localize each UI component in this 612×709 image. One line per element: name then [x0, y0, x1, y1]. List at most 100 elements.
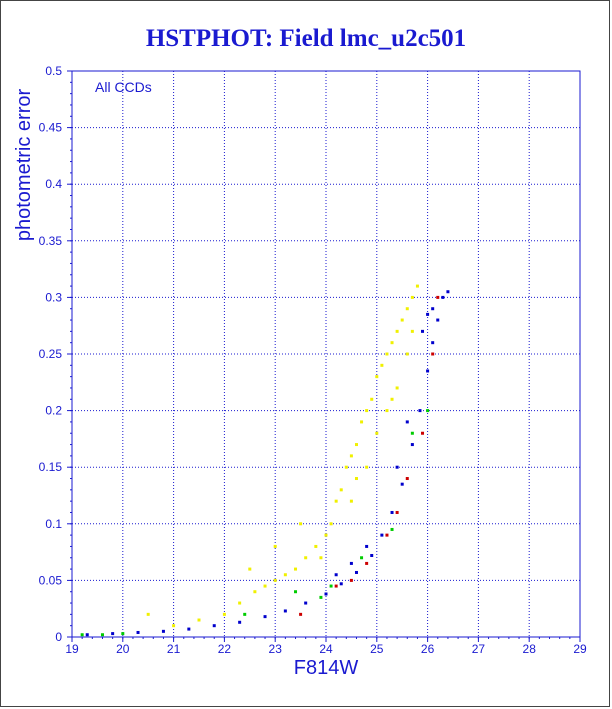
data-point [283, 573, 287, 577]
annotation-all-ccds: All CCDs [95, 79, 152, 95]
data-point [136, 630, 140, 634]
data-point [324, 592, 328, 596]
data-point [339, 488, 343, 492]
data-point [365, 561, 369, 565]
data-point [405, 420, 409, 424]
data-point [365, 544, 369, 548]
data-point [395, 465, 399, 469]
data-point [349, 454, 353, 458]
data-point [365, 465, 369, 469]
data-point [222, 612, 226, 616]
data-point [375, 375, 379, 379]
plot-border [71, 70, 581, 638]
data-point [334, 573, 338, 577]
axes [67, 70, 581, 642]
data-point [370, 397, 374, 401]
data-point [354, 570, 358, 574]
data-point [304, 556, 308, 560]
data-point [426, 312, 430, 316]
data-point [339, 582, 343, 586]
y-axis-label: photometric error [13, 89, 35, 242]
data-point [390, 341, 394, 345]
data-point [263, 584, 267, 588]
x-tick-label: 22 [218, 642, 232, 656]
data-point [365, 409, 369, 413]
data-point [421, 329, 425, 333]
data-point [319, 556, 323, 560]
data-point [238, 620, 242, 624]
data-point [390, 510, 394, 514]
y-tick-label: 0.05 [39, 573, 63, 587]
data-point [385, 352, 389, 356]
x-tick-label: 24 [319, 642, 333, 656]
data-point [405, 477, 409, 481]
data-point [304, 601, 308, 605]
data-point [354, 477, 358, 481]
x-tick-label: 23 [269, 642, 283, 656]
data-point [415, 284, 419, 288]
grid-lines [72, 71, 580, 637]
x-tick-label: 28 [523, 642, 537, 656]
data-point [212, 624, 216, 628]
y-tick-label: 0.25 [39, 347, 63, 361]
data-point [294, 590, 298, 594]
x-tick-label: 20 [116, 642, 130, 656]
data-point [421, 431, 425, 435]
data-point [344, 465, 348, 469]
data-point [354, 443, 358, 447]
data-point [390, 397, 394, 401]
data-point [436, 295, 440, 299]
x-axis-label: F814W [294, 657, 359, 679]
data-point [100, 633, 104, 637]
data-point [299, 612, 303, 616]
data-point [329, 584, 333, 588]
data-point [329, 522, 333, 526]
y-tick-label: 0.35 [39, 234, 63, 248]
data-point [273, 578, 277, 582]
data-point [283, 609, 287, 613]
x-tick-label: 21 [167, 642, 181, 656]
data-point [238, 601, 242, 605]
data-point [121, 632, 125, 636]
data-point [146, 612, 150, 616]
data-point [349, 578, 353, 582]
y-tick-label: 0.3 [45, 290, 62, 304]
data-point [263, 615, 267, 619]
x-tick-label: 29 [573, 642, 587, 656]
x-tick-label: 19 [65, 642, 79, 656]
data-point [431, 352, 435, 356]
data-point [243, 612, 247, 616]
data-point [446, 290, 450, 294]
data-point [85, 633, 89, 637]
data-point [410, 443, 414, 447]
data-point [314, 544, 318, 548]
data-point [80, 633, 84, 637]
data-point [253, 590, 257, 594]
data-point [294, 567, 298, 571]
data-point [197, 618, 201, 622]
data-point [431, 307, 435, 311]
data-point [405, 307, 409, 311]
data-point [299, 522, 303, 526]
data-point [319, 595, 323, 599]
data-point [436, 318, 440, 322]
data-point [360, 420, 364, 424]
x-tick-label: 25 [370, 642, 384, 656]
data-point [426, 409, 430, 413]
data-point [273, 544, 277, 548]
data-point [349, 499, 353, 503]
data-point [395, 329, 399, 333]
x-tick-label: 27 [472, 642, 486, 656]
data-point [400, 318, 404, 322]
y-tick-label: 0.15 [39, 460, 63, 474]
data-point [349, 561, 353, 565]
data-point [334, 499, 338, 503]
data-point [248, 567, 252, 571]
y-tick-label: 0 [55, 630, 62, 644]
data-point [426, 369, 430, 373]
y-tick-label: 0.45 [39, 121, 63, 135]
data-point [410, 329, 414, 333]
data-point [410, 431, 414, 435]
data-point [375, 431, 379, 435]
